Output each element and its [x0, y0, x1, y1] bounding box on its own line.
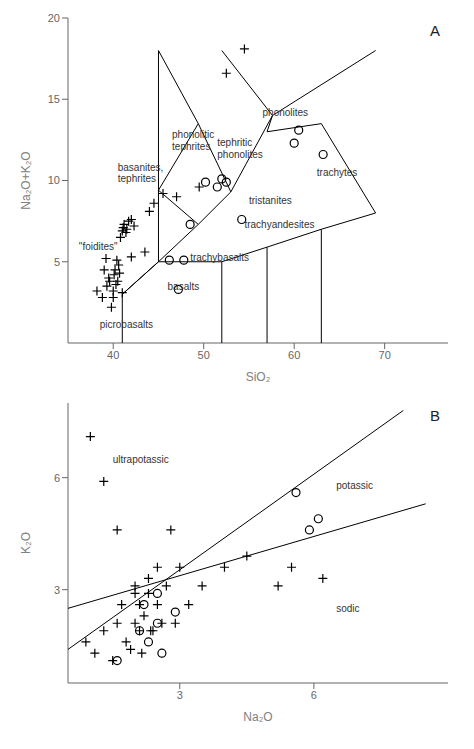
svg-text:Na₂O+K₂O: Na₂O+K₂O	[19, 151, 33, 209]
svg-text:potassic: potassic	[336, 480, 373, 491]
html-text:B: B	[430, 407, 440, 424]
svg-text:"foidites": "foidites"	[79, 240, 118, 251]
svg-text:60: 60	[288, 349, 300, 361]
svg-text:picrobasalts: picrobasalts	[100, 318, 153, 329]
svg-text:50: 50	[198, 349, 210, 361]
svg-text:40: 40	[107, 349, 119, 361]
svg-text:Na₂O: Na₂O	[243, 710, 272, 724]
svg-text:basanites,tephrites: basanites,tephrites	[118, 161, 164, 184]
svg-text:ultrapotassic: ultrapotassic	[113, 454, 169, 465]
svg-text:15: 15	[48, 93, 60, 105]
svg-text:10: 10	[48, 174, 60, 186]
svg-text:5: 5	[54, 256, 60, 268]
svg-text:phonolitictephrites: phonolitictephrites	[172, 129, 214, 152]
svg-text:3: 3	[177, 689, 183, 701]
html-text:A: A	[430, 22, 440, 39]
svg-text:phonolites: phonolites	[263, 107, 309, 118]
svg-text:SiO₂: SiO₂	[246, 370, 271, 384]
svg-text:70: 70	[379, 349, 391, 361]
svg-text:6: 6	[54, 472, 60, 484]
svg-text:trachyandesites: trachyandesites	[244, 219, 314, 230]
svg-text:20: 20	[48, 12, 60, 24]
svg-text:tristanites: tristanites	[249, 195, 292, 206]
svg-text:K₂O: K₂O	[19, 532, 33, 554]
svg-text:trachybasalts: trachybasalts	[190, 251, 249, 262]
svg-text:sodic: sodic	[336, 603, 359, 614]
svg-text:basalts: basalts	[168, 281, 200, 292]
svg-text:trachytes: trachytes	[317, 167, 358, 178]
svg-text:tephriticphonolites: tephriticphonolites	[217, 137, 263, 160]
svg-text:6: 6	[311, 689, 317, 701]
svg-text:3: 3	[54, 584, 60, 596]
